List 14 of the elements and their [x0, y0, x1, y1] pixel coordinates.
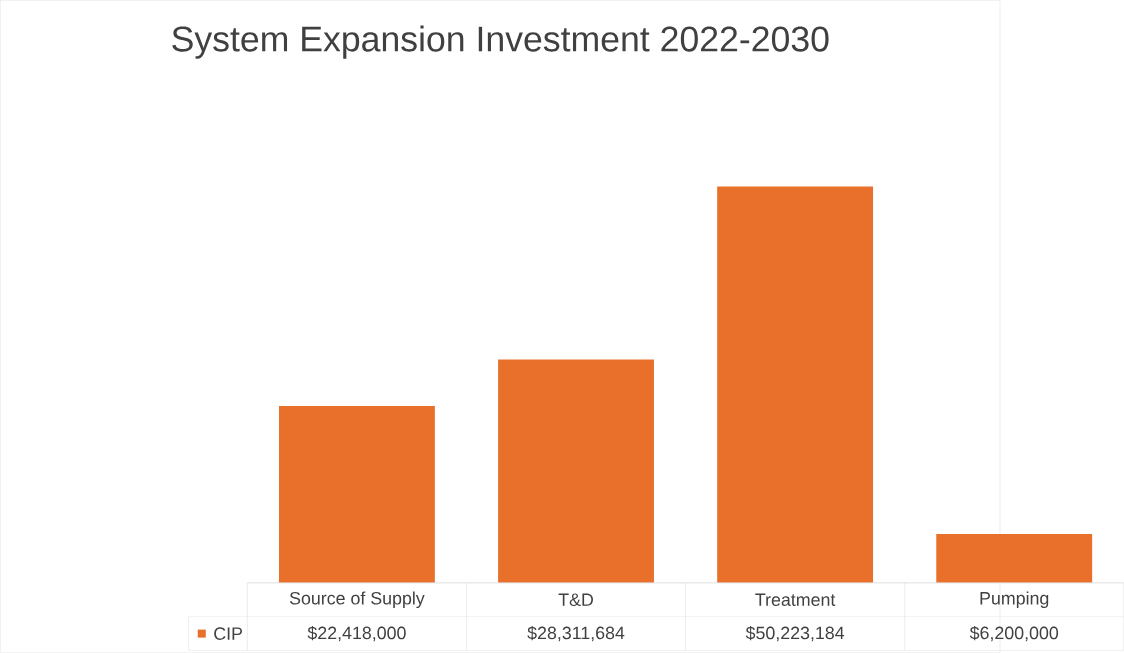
bar: [717, 186, 874, 583]
x-tick-label: Source of Supply: [289, 591, 425, 609]
bar: [498, 359, 654, 583]
x-tick-label: Pumping: [980, 591, 1049, 609]
data-label: $50,223,184: [745, 625, 845, 642]
data-label: $22,418,000: [307, 625, 406, 642]
bar: [279, 406, 435, 583]
bar: [936, 533, 1093, 583]
legend-label: CIP: [214, 627, 243, 640]
x-tick-label: Treatment: [755, 593, 836, 607]
data-label: $6,200,000: [969, 625, 1059, 642]
x-tick-label: T&D: [558, 593, 593, 607]
data-label: $28,311,684: [527, 625, 625, 642]
chart-title: System Expansion Investment 2022-2030: [172, 25, 829, 59]
